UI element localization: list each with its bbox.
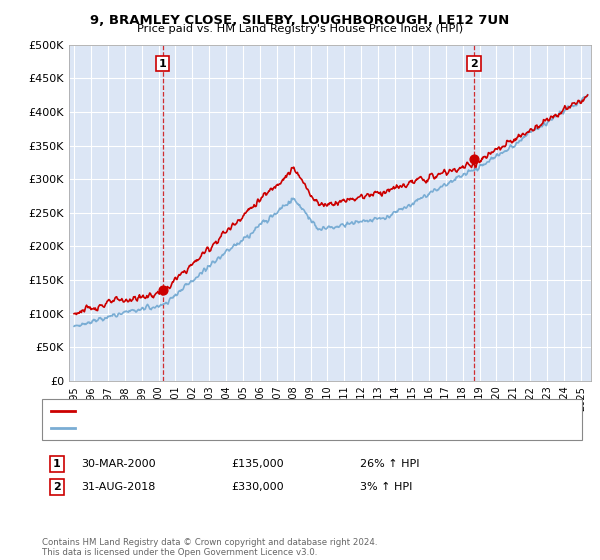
Point	[158, 286, 167, 295]
Text: 2: 2	[470, 59, 478, 69]
Text: £330,000: £330,000	[231, 482, 284, 492]
Text: 30-MAR-2000: 30-MAR-2000	[81, 459, 155, 469]
Text: 26% ↑ HPI: 26% ↑ HPI	[360, 459, 419, 469]
Text: 2: 2	[53, 482, 61, 492]
Text: 9, BRAMLEY CLOSE, SILEBY, LOUGHBOROUGH, LE12 7UN: 9, BRAMLEY CLOSE, SILEBY, LOUGHBOROUGH, …	[91, 14, 509, 27]
Text: Price paid vs. HM Land Registry's House Price Index (HPI): Price paid vs. HM Land Registry's House …	[137, 24, 463, 34]
Text: £135,000: £135,000	[231, 459, 284, 469]
Point	[469, 155, 479, 164]
Text: 1: 1	[53, 459, 61, 469]
Text: 31-AUG-2018: 31-AUG-2018	[81, 482, 155, 492]
Text: 1: 1	[159, 59, 167, 69]
Text: 9, BRAMLEY CLOSE, SILEBY, LOUGHBOROUGH, LE12 7UN (detached house): 9, BRAMLEY CLOSE, SILEBY, LOUGHBOROUGH, …	[81, 405, 471, 416]
Text: HPI: Average price, detached house, Charnwood: HPI: Average price, detached house, Char…	[81, 423, 333, 433]
Text: 3% ↑ HPI: 3% ↑ HPI	[360, 482, 412, 492]
Text: Contains HM Land Registry data © Crown copyright and database right 2024.
This d: Contains HM Land Registry data © Crown c…	[42, 538, 377, 557]
